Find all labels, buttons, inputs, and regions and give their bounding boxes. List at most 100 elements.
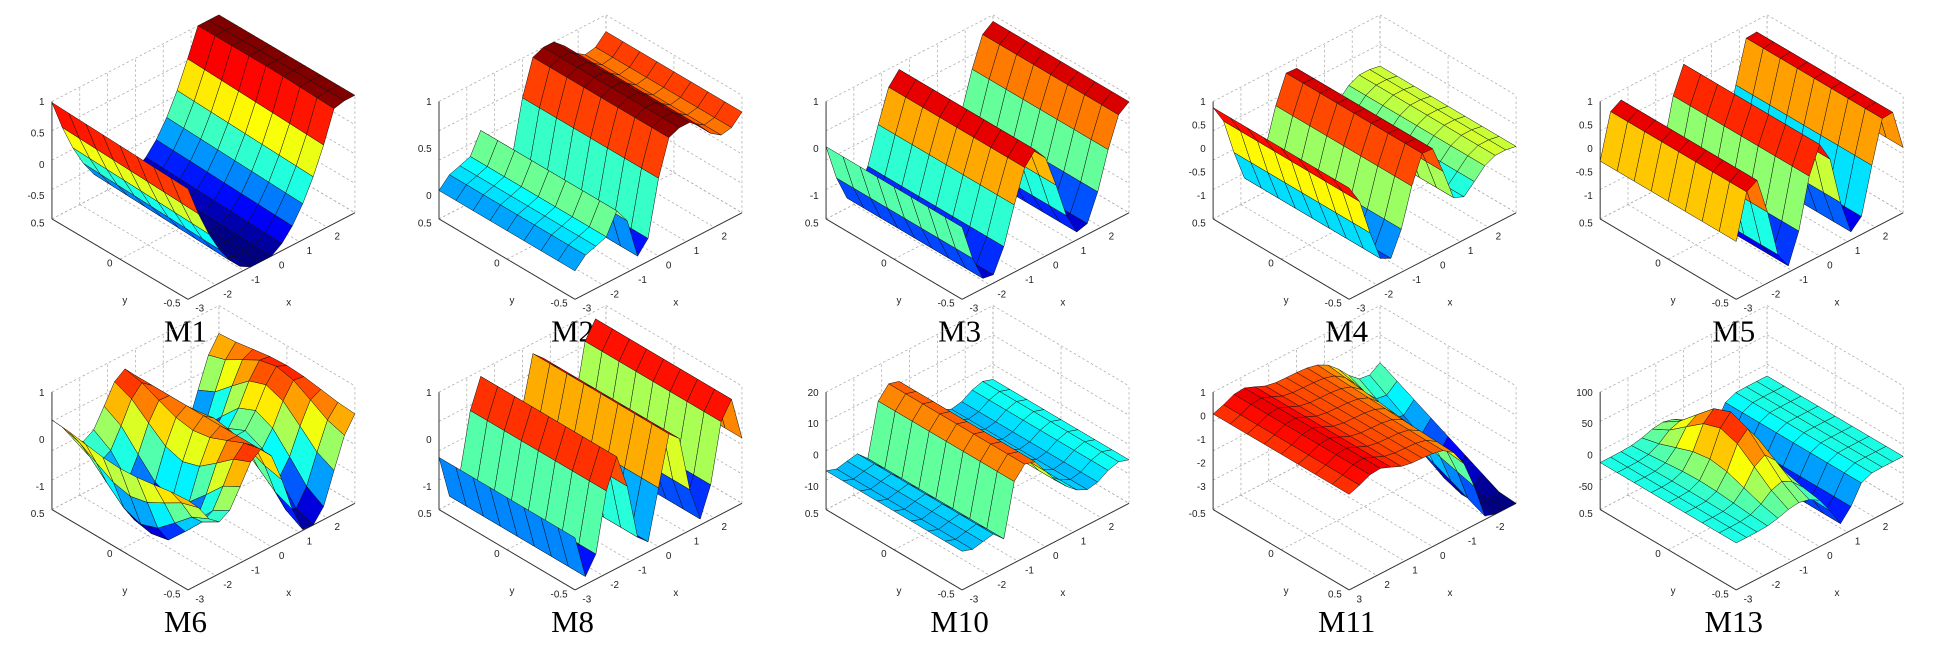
floor-grid xyxy=(853,204,991,286)
y-tick-label: 0.5 xyxy=(31,218,45,229)
z-tick-label: 100 xyxy=(1576,388,1593,399)
wall-grid xyxy=(825,305,994,393)
z-tick-label: -1 xyxy=(423,482,432,493)
wall-grid xyxy=(1766,305,1904,387)
x-tick-label: 0 xyxy=(1827,551,1833,562)
z-tick-label: -1 xyxy=(1584,191,1593,202)
wall-grid xyxy=(438,43,607,132)
surface-patch xyxy=(1331,177,1360,202)
x-tick-label: 1 xyxy=(307,537,313,548)
x-tick-label: -1 xyxy=(1025,275,1034,286)
z-tick-label: 0.5 xyxy=(1579,121,1593,132)
z-tick-label: 0 xyxy=(1587,144,1593,155)
wall-grid xyxy=(438,14,607,102)
y-axis xyxy=(1599,509,1737,591)
z-tick-label: 1 xyxy=(1200,388,1206,399)
x-tick-label: -2 xyxy=(1771,580,1780,591)
y-tick-label: 0.5 xyxy=(418,509,432,520)
y-tick-label: 0 xyxy=(494,259,500,270)
z-tick-label: 0.5 xyxy=(1192,121,1206,132)
floor-grid xyxy=(79,204,216,286)
y-tick-label: -0.5 xyxy=(164,299,182,310)
y-axis-label: y xyxy=(1671,586,1676,597)
x-tick-label: -3 xyxy=(582,304,591,315)
wall-grid xyxy=(825,14,994,102)
surface-patch xyxy=(944,216,973,259)
y-axis xyxy=(438,509,576,591)
wall-grid xyxy=(51,305,220,393)
x-tick-label: 1 xyxy=(1412,565,1418,576)
y-tick-label: -0.5 xyxy=(938,589,956,600)
x-tick-label: 0 xyxy=(666,551,672,562)
z-tick-label: 0 xyxy=(39,435,45,446)
z-tick-label: 1 xyxy=(39,97,45,108)
x-tick-label: 0 xyxy=(279,551,285,562)
wall-grid xyxy=(218,305,356,387)
y-tick-label: -0.5 xyxy=(938,299,956,310)
surface-patch xyxy=(51,419,80,443)
x-tick-label: -1 xyxy=(1799,275,1808,286)
surface-patch xyxy=(944,539,974,552)
panel-label: M4 xyxy=(1325,313,1368,348)
wall-grid xyxy=(825,334,994,422)
floor-grid xyxy=(1280,462,1449,551)
y-axis xyxy=(1212,218,1350,300)
x-tick-label: 0 xyxy=(279,260,285,271)
x-tick-label: 0 xyxy=(1440,551,1446,562)
y-tick-label: 0.5 xyxy=(418,218,432,229)
wall-grid xyxy=(1379,14,1517,96)
y-tick-label: 0.5 xyxy=(805,218,819,229)
x-tick-label: -3 xyxy=(1744,594,1753,605)
z-tick-label: -3 xyxy=(1197,482,1206,493)
wall-grid xyxy=(1766,363,1904,445)
panel: 1 0 -1 0.5 0 -0.5 -3 -2 -1 0 1 2 y x M6 xyxy=(31,305,356,639)
panel: 1 0 -1 0.5 0 -0.5 -3 -2 -1 0 1 2 y x M3 xyxy=(805,14,1130,348)
z-tick-label: 0 xyxy=(813,144,819,155)
x-tick-label: -2 xyxy=(1384,289,1393,300)
y-tick-label: 0 xyxy=(881,549,887,560)
x-axis-label: x xyxy=(1835,298,1840,309)
surface-patch xyxy=(170,491,199,508)
x-axis xyxy=(961,212,1130,300)
x-tick-label: 2 xyxy=(1496,232,1501,243)
floor-grid xyxy=(1212,422,1381,510)
x-tick-label: -1 xyxy=(251,565,260,576)
x-axis-label: x xyxy=(286,298,291,309)
x-tick-label: -2 xyxy=(223,580,232,591)
x-tick-label: 2 xyxy=(722,522,728,533)
wall-grid xyxy=(1766,334,1904,416)
x-tick-label: -3 xyxy=(195,594,204,605)
z-tick-label: -1 xyxy=(810,191,819,202)
x-tick-label: -1 xyxy=(638,275,647,286)
z-tick-label: -2 xyxy=(1197,458,1206,469)
panel: 100 50 0 -50 0.5 0 -0.5 -3 -2 -1 0 1 2 y x M13 xyxy=(1576,305,1904,639)
x-tick-label: -1 xyxy=(1025,565,1034,576)
y-tick-label: 0 xyxy=(1655,259,1661,270)
panel-label: M3 xyxy=(938,313,981,348)
y-axis-label: y xyxy=(897,586,902,597)
x-axis xyxy=(961,502,1130,591)
x-tick-label: 2 xyxy=(722,232,728,243)
z-tick-label: 0 xyxy=(1200,411,1206,422)
wall-grid xyxy=(992,305,1130,387)
x-tick-label: 1 xyxy=(1855,537,1861,548)
x-tick-label: -2 xyxy=(1771,289,1780,300)
panel-label: M11 xyxy=(1318,604,1375,639)
x-tick-label: 2 xyxy=(1384,580,1390,591)
surface-patch xyxy=(557,244,586,272)
y-tick-label: 0 xyxy=(1268,259,1274,270)
surface-patch xyxy=(1718,527,1748,544)
y-axis xyxy=(825,509,963,591)
x-tick-label: 3 xyxy=(1357,594,1363,605)
wall-grid xyxy=(1379,334,1517,416)
x-axis xyxy=(187,502,356,591)
z-tick-label: -0.5 xyxy=(1189,168,1207,179)
y-tick-label: 0.5 xyxy=(1192,218,1206,229)
z-tick-label: 1 xyxy=(1587,97,1593,108)
wall-grid xyxy=(438,305,607,393)
x-tick-label: -2 xyxy=(997,580,1006,591)
x-axis-label: x xyxy=(1060,298,1065,309)
panel-label: M6 xyxy=(164,604,207,639)
z-tick-label: 0 xyxy=(39,160,45,171)
